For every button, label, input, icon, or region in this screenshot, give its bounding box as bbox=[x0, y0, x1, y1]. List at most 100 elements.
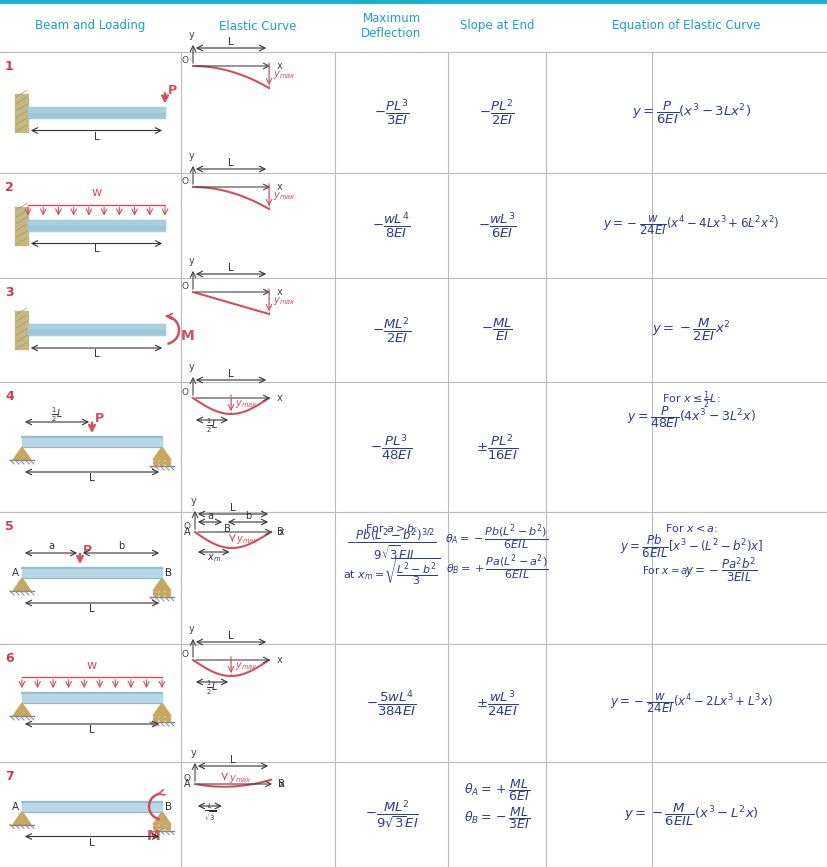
Text: A: A bbox=[184, 779, 191, 789]
Bar bbox=[28, 329, 165, 330]
Text: w: w bbox=[91, 186, 102, 199]
Bar bbox=[28, 109, 165, 110]
Text: x: x bbox=[277, 61, 283, 71]
Bar bbox=[28, 324, 165, 325]
Text: L: L bbox=[89, 725, 95, 735]
Text: Beam and Loading: Beam and Loading bbox=[36, 19, 146, 32]
Bar bbox=[28, 229, 165, 230]
Text: $\frac{1}{2}L$: $\frac{1}{2}L$ bbox=[50, 406, 63, 424]
Bar bbox=[28, 331, 165, 332]
Text: B: B bbox=[165, 568, 172, 578]
Text: L: L bbox=[228, 369, 234, 379]
Text: y: y bbox=[189, 624, 195, 634]
Bar bbox=[28, 333, 165, 334]
Text: L: L bbox=[228, 263, 234, 273]
Text: $y=-\dfrac{Pa^2b^2}{3EIL}$: $y=-\dfrac{Pa^2b^2}{3EIL}$ bbox=[686, 556, 758, 584]
Text: $y_{max}$: $y_{max}$ bbox=[235, 660, 258, 672]
Bar bbox=[28, 110, 165, 112]
Text: Slope at End: Slope at End bbox=[460, 19, 534, 32]
Text: B: B bbox=[223, 524, 231, 534]
Text: For $x < a$:: For $x < a$: bbox=[665, 522, 718, 534]
Text: $\theta_A=-\dfrac{Pb(L^2-b^2)}{6EIL}$: $\theta_A=-\dfrac{Pb(L^2-b^2)}{6EIL}$ bbox=[446, 523, 548, 553]
Bar bbox=[28, 114, 165, 115]
Bar bbox=[28, 221, 165, 223]
Text: For $x=a$:: For $x=a$: bbox=[642, 564, 691, 576]
Text: P: P bbox=[95, 413, 104, 426]
Text: $-\dfrac{Pb(L^2-b^2)^{3/2}}{9\sqrt{3}EIL}$: $-\dfrac{Pb(L^2-b^2)^{3/2}}{9\sqrt{3}EIL… bbox=[347, 527, 437, 563]
Bar bbox=[22, 692, 162, 703]
Text: $\frac{1}{2}L$: $\frac{1}{2}L$ bbox=[206, 417, 218, 435]
Text: $-\dfrac{PL^2}{2EI}$: $-\dfrac{PL^2}{2EI}$ bbox=[479, 98, 514, 127]
Text: Elastic Curve: Elastic Curve bbox=[219, 19, 297, 32]
Bar bbox=[28, 116, 165, 118]
Bar bbox=[28, 108, 165, 109]
Text: For $x\leq\frac{1}{2}L$:: For $x\leq\frac{1}{2}L$: bbox=[662, 389, 721, 411]
Bar bbox=[28, 325, 165, 326]
Circle shape bbox=[154, 825, 159, 830]
Text: L: L bbox=[228, 158, 234, 168]
Bar bbox=[28, 219, 165, 220]
Text: L: L bbox=[93, 244, 99, 255]
Circle shape bbox=[154, 716, 159, 721]
Text: $-\dfrac{5wL^4}{384EI}$: $-\dfrac{5wL^4}{384EI}$ bbox=[366, 688, 417, 718]
Text: 1: 1 bbox=[5, 60, 14, 73]
Text: x: x bbox=[277, 287, 283, 297]
Text: w: w bbox=[87, 659, 97, 672]
Text: b: b bbox=[118, 541, 124, 551]
Text: L: L bbox=[93, 132, 99, 141]
Text: at $x_m=\!\sqrt{\dfrac{L^2-b^2}{3}}$: at $x_m=\!\sqrt{\dfrac{L^2-b^2}{3}}$ bbox=[343, 557, 440, 588]
Text: L: L bbox=[89, 604, 95, 614]
Circle shape bbox=[165, 591, 170, 596]
Text: For $a > b$:: For $a > b$: bbox=[365, 522, 418, 534]
Circle shape bbox=[165, 716, 170, 721]
Bar bbox=[28, 328, 165, 329]
Text: Maximum
Deflection: Maximum Deflection bbox=[361, 12, 422, 40]
Bar bbox=[28, 113, 165, 114]
Text: $-\dfrac{PL^3}{48EI}$: $-\dfrac{PL^3}{48EI}$ bbox=[370, 432, 413, 462]
Text: $y = -\dfrac{M}{2EI}x^2$: $y = -\dfrac{M}{2EI}x^2$ bbox=[653, 317, 731, 343]
Text: O: O bbox=[181, 388, 188, 397]
Text: O: O bbox=[183, 774, 190, 783]
Bar bbox=[28, 223, 165, 224]
Polygon shape bbox=[13, 578, 31, 591]
Text: $y_{max}$: $y_{max}$ bbox=[273, 69, 296, 81]
Text: $\theta_A=+\dfrac{ML}{6EI}$: $\theta_A=+\dfrac{ML}{6EI}$ bbox=[464, 777, 530, 803]
Text: B: B bbox=[165, 801, 172, 812]
Text: a: a bbox=[207, 511, 213, 521]
Text: $-\dfrac{ML^2}{9\sqrt{3}EI}$: $-\dfrac{ML^2}{9\sqrt{3}EI}$ bbox=[365, 799, 418, 831]
Bar bbox=[28, 225, 165, 226]
Text: $-\dfrac{wL^4}{8EI}$: $-\dfrac{wL^4}{8EI}$ bbox=[372, 211, 411, 240]
Text: $\frac{L}{\sqrt{3}}$: $\frac{L}{\sqrt{3}}$ bbox=[203, 801, 216, 823]
Text: b: b bbox=[245, 511, 251, 521]
Bar bbox=[28, 224, 165, 225]
Text: y: y bbox=[189, 362, 195, 372]
Circle shape bbox=[160, 825, 165, 830]
Text: A: A bbox=[184, 527, 191, 537]
Text: x: x bbox=[277, 393, 283, 403]
Text: M: M bbox=[147, 829, 161, 843]
Bar bbox=[22, 567, 162, 578]
Text: O: O bbox=[181, 282, 188, 291]
Text: L: L bbox=[89, 838, 95, 848]
Text: 4: 4 bbox=[5, 390, 14, 403]
Text: 2: 2 bbox=[5, 181, 14, 194]
Text: $y = -\dfrac{w}{24EI}(x^4-4Lx^3+6L^2x^2)$: $y = -\dfrac{w}{24EI}(x^4-4Lx^3+6L^2x^2)… bbox=[604, 213, 780, 238]
Polygon shape bbox=[153, 447, 171, 460]
Bar bbox=[28, 107, 165, 118]
Text: $\theta_B=+\dfrac{Pa(L^2-a^2)}{6EIL}$: $\theta_B=+\dfrac{Pa(L^2-a^2)}{6EIL}$ bbox=[446, 553, 548, 583]
Text: B: B bbox=[278, 779, 284, 789]
Polygon shape bbox=[13, 703, 31, 716]
Bar bbox=[28, 226, 165, 227]
Polygon shape bbox=[153, 703, 171, 716]
Text: $-\dfrac{wL^3}{6EI}$: $-\dfrac{wL^3}{6EI}$ bbox=[478, 211, 516, 240]
Text: y: y bbox=[189, 256, 195, 266]
Circle shape bbox=[154, 591, 159, 596]
Bar bbox=[22, 436, 162, 447]
Bar bbox=[28, 326, 165, 327]
Bar bbox=[28, 230, 165, 231]
Text: $y_{max}$: $y_{max}$ bbox=[235, 398, 258, 410]
Text: A: A bbox=[12, 801, 19, 812]
Text: L: L bbox=[230, 755, 236, 765]
Bar bbox=[28, 219, 165, 231]
Text: 6: 6 bbox=[5, 652, 13, 665]
